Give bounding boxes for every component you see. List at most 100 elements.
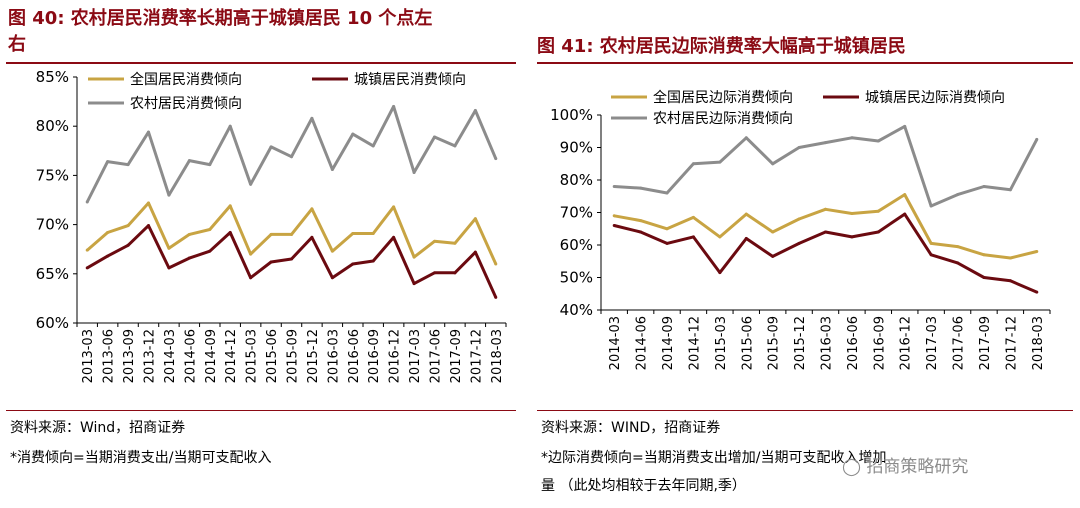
data-point-gray [126,163,130,167]
legend-label-gray: 农村居民边际消费倾向 [653,111,793,127]
data-point-gold [876,209,880,213]
right-note-line1: *边际消费倾向=当期消费支出增加/当期可支配收入增加 [541,450,887,466]
data-point-gold [187,232,191,236]
data-point-gold [167,246,171,250]
data-point-maroon [956,261,960,265]
series-line-gray [614,124,1039,208]
data-point-gray [824,141,827,145]
legend-label-maroon: 城镇居民边际消费倾向 [865,90,1005,106]
right-note-line2: 量 （此处均相较于去年同期,季） [541,478,746,494]
data-point-gold [392,205,396,209]
data-point-gray [392,105,396,109]
data-point-gold [412,255,416,259]
y-tick-label: 60% [36,314,69,332]
data-point-maroon [1008,279,1012,283]
data-point-maroon [187,256,191,260]
data-point-gray [412,170,416,174]
data-point-maroon [850,235,854,239]
data-point-maroon [269,260,273,264]
data-point-maroon [249,276,253,280]
data-point-maroon [371,259,375,263]
data-point-gray [473,108,477,112]
right-chart: 40% 50% 60% 70% 80% 90% 100% 2014-03 2014-06 2014… [550,89,1051,370]
wechat-icon: ◯ [842,457,862,477]
left-chart: 60% 65% 70% 75% 80% 85% 2013-03 2013-06 2013-09 2… [36,68,507,383]
data-point-maroon [310,235,314,239]
data-point-gray [453,144,457,148]
data-point-maroon [433,271,436,275]
data-point-gray [744,136,748,140]
data-point-gray [351,132,355,136]
data-point-maroon [453,271,457,275]
data-point-gold [612,214,616,218]
data-point-maroon [639,230,643,234]
data-point-gold [106,230,110,234]
left-title-rule [6,62,516,64]
data-point-gray [982,185,986,188]
data-point-gray [310,116,314,120]
data-point-gold [310,207,314,211]
left-title-line2: 右 [8,34,26,55]
x-tick-label: 2014-09 [661,316,676,370]
x-tick-label: 2016-09 [367,329,382,383]
data-point-gold [208,228,212,232]
left-bottom-rule [6,410,516,411]
x-tick-label: 2015-12 [306,329,321,383]
x-tick-label: 2017-09 [449,329,464,383]
data-point-gray [956,193,960,197]
data-point-gold [903,193,907,197]
data-point-maroon [85,266,89,270]
data-point-gold [85,248,89,252]
x-tick-label: 2016-09 [872,316,887,370]
x-tick-label: 2017-12 [1004,316,1019,370]
data-point-maroon [903,212,907,216]
data-point-maroon [330,276,334,280]
left-source: 资料来源：Wind，招商证券 [10,420,186,436]
data-point-gray [797,146,801,149]
x-tick-label: 2015-06 [265,329,280,383]
data-point-maroon [494,295,498,299]
data-point-gray [208,163,212,167]
x-tick-label: 2017-06 [952,316,967,370]
data-point-gold [433,239,436,243]
data-point-gray [929,204,933,208]
x-tick-label: 2016-12 [899,316,914,370]
data-point-gray [147,130,150,134]
y-tick-label: 50% [560,269,593,287]
data-point-gold [249,252,253,256]
data-point-gold [494,262,498,266]
x-tick-label: 2015-12 [793,316,808,370]
legend-label-gold: 全国居民边际消费倾向 [653,89,793,106]
data-point-gold [290,232,293,236]
x-tick-label: 2015-03 [245,329,260,383]
x-tick-label: 2015-06 [740,316,755,370]
data-point-gold [982,253,986,257]
data-point-maroon [473,250,477,254]
data-point-gold [956,245,960,249]
data-point-gray [771,162,775,166]
data-point-gray [85,200,89,204]
x-tick-label: 2015-09 [286,329,301,383]
data-point-gold [1008,256,1012,260]
data-point-maroon [929,253,933,257]
x-tick-label: 2014-09 [204,329,219,383]
right-source: 资料来源：WIND，招商证券 [541,420,721,436]
data-point-maroon [665,241,669,245]
data-point-maroon [1035,290,1039,294]
data-point-gray [187,159,191,163]
data-point-gray [1035,137,1039,141]
data-point-gold [797,217,801,221]
data-point-gold [453,241,457,245]
data-point-gray [1008,188,1012,192]
x-tick-label: 2014-03 [608,316,623,370]
y-tick-label: 90% [560,139,593,157]
x-tick-label: 2018-03 [490,329,505,383]
data-point-maroon [718,271,722,275]
x-tick-label: 2014-06 [183,329,198,383]
left-figure-title: 图 40: 农村居民消费率长期高于城镇居民 10 个点左 右 [8,6,432,58]
right-bottom-rule [537,410,1073,411]
data-point-gold [1035,250,1039,253]
data-point-gray [665,191,669,195]
data-point-gold [771,230,775,234]
legend-label-gray: 农村居民消费倾向 [130,96,242,112]
